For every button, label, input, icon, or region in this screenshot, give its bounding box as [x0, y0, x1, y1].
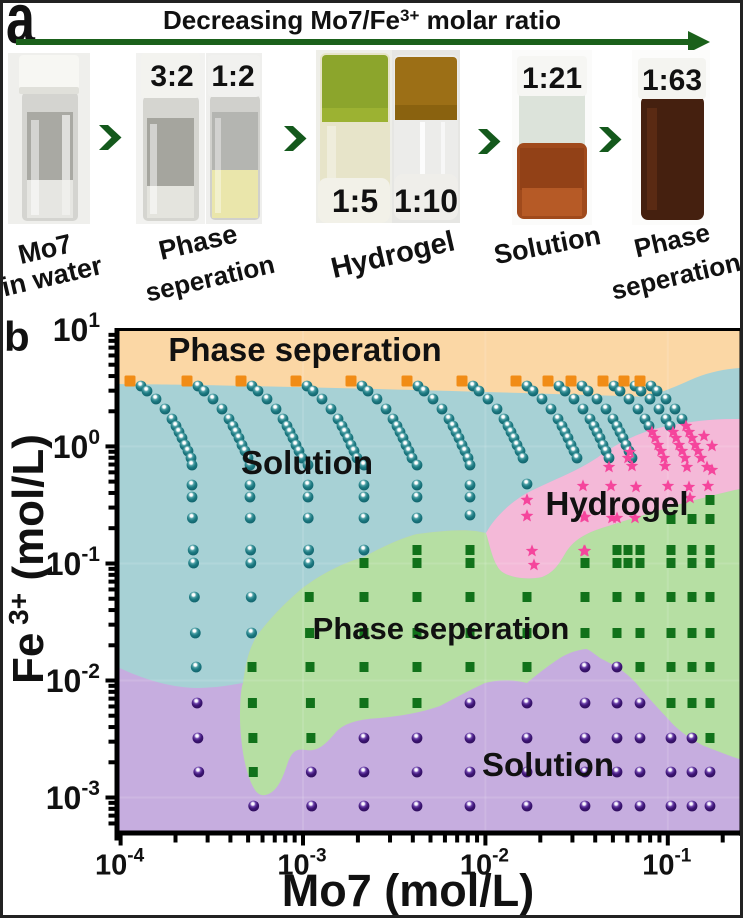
svg-text:1:63: 1:63 [642, 64, 702, 97]
svg-text:Phase seperation: Phase seperation [168, 331, 441, 368]
svg-text:b: b [4, 313, 30, 360]
svg-text:1:21: 1:21 [522, 62, 582, 95]
svg-text:Hydrogel: Hydrogel [545, 485, 688, 522]
svg-text:Solution: Solution [482, 746, 614, 783]
svg-text:3:2: 3:2 [150, 60, 193, 93]
svg-text:a: a [6, 0, 35, 59]
svg-text:Solution: Solution [241, 444, 373, 481]
svg-text:Mo7 (mol/L): Mo7 (mol/L) [282, 865, 534, 916]
svg-text:1:5: 1:5 [332, 183, 378, 219]
svg-text:10-3: 10-3 [46, 777, 100, 816]
svg-text:10-1: 10-1 [46, 543, 101, 582]
svg-text:Phase seperation: Phase seperation [313, 611, 570, 646]
svg-text:1:2: 1:2 [211, 60, 254, 93]
svg-text:Decreasing Mo7/Fe3+ molar rati: Decreasing Mo7/Fe3+ molar ratio [163, 5, 561, 35]
svg-text:Fe 3+ (mol/L): Fe 3+ (mol/L) [3, 434, 53, 684]
svg-text:1:10: 1:10 [394, 183, 458, 219]
